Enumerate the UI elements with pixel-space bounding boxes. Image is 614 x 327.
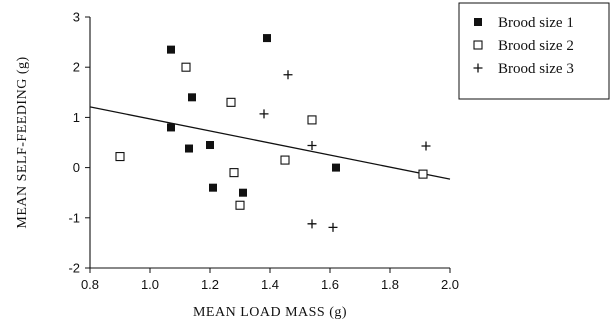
legend-items: Brood size 1 Brood size 2 Brood size 3 bbox=[473, 15, 574, 77]
data-point-series-2 bbox=[235, 200, 245, 210]
legend-box bbox=[458, 2, 610, 100]
data-point-series-3 bbox=[307, 141, 317, 151]
data-point-series-2 bbox=[115, 152, 125, 162]
y-tick-label: 2 bbox=[73, 60, 80, 75]
legend-label: Brood size 3 bbox=[498, 61, 574, 77]
y-tick-label: -1 bbox=[68, 210, 80, 225]
y-tick-label: 3 bbox=[73, 10, 80, 25]
data-point-series-3 bbox=[283, 70, 293, 80]
data-point-series-2 bbox=[307, 115, 317, 125]
x-tick-label: 1.0 bbox=[141, 277, 159, 292]
legend-label: Brood size 2 bbox=[498, 38, 574, 54]
legend-marker-series-2 bbox=[473, 40, 483, 50]
data-point-series-1 bbox=[332, 163, 340, 172]
axis-ticks: 0.8 1.0 1.2 1.4 1.6 1.8 2.0 -2 -1 0 1 2 3 bbox=[68, 10, 459, 293]
y-axis-title: MEAN SELF-FEEDING (g) bbox=[15, 56, 30, 228]
y-tick-label: -2 bbox=[68, 261, 80, 276]
legend: Brood size 1 Brood size 2 Brood size 3 bbox=[458, 2, 610, 100]
data-point-series-2 bbox=[280, 155, 290, 165]
data-point-series-2 bbox=[181, 62, 191, 72]
data-point-series-2 bbox=[418, 169, 428, 179]
legend-label: Brood size 1 bbox=[498, 15, 574, 31]
data-point-series-3 bbox=[328, 222, 338, 232]
x-axis-title: MEAN LOAD MASS (g) bbox=[193, 305, 347, 320]
data-point-series-1 bbox=[188, 93, 196, 102]
y-tick-label: 1 bbox=[73, 110, 80, 125]
legend-marker-series-3 bbox=[473, 63, 483, 73]
data-point-series-3 bbox=[421, 141, 431, 151]
data-point-series-3 bbox=[307, 219, 317, 229]
data-point-series-1 bbox=[185, 144, 193, 153]
data-point-series-1 bbox=[206, 141, 214, 150]
data-point-series-2 bbox=[226, 97, 236, 107]
data-point-series-1 bbox=[167, 45, 175, 54]
data-point-series-3 bbox=[259, 109, 269, 119]
data-points bbox=[115, 34, 431, 232]
data-point-series-1 bbox=[167, 123, 175, 132]
data-point-series-2 bbox=[229, 168, 239, 178]
y-tick-label: 0 bbox=[73, 160, 80, 175]
x-tick-label: 1.8 bbox=[381, 277, 399, 292]
data-point-series-1 bbox=[239, 188, 247, 197]
data-point-series-1 bbox=[263, 34, 271, 43]
x-tick-label: 1.2 bbox=[201, 277, 219, 292]
data-point-series-1 bbox=[209, 183, 217, 192]
legend-marker-series-1 bbox=[474, 18, 482, 26]
x-tick-label: 1.4 bbox=[261, 277, 279, 292]
x-tick-label: 1.6 bbox=[321, 277, 339, 292]
x-tick-label: 0.8 bbox=[81, 277, 99, 292]
trend-line bbox=[89, 106, 451, 180]
x-tick-label: 2.0 bbox=[441, 277, 459, 292]
